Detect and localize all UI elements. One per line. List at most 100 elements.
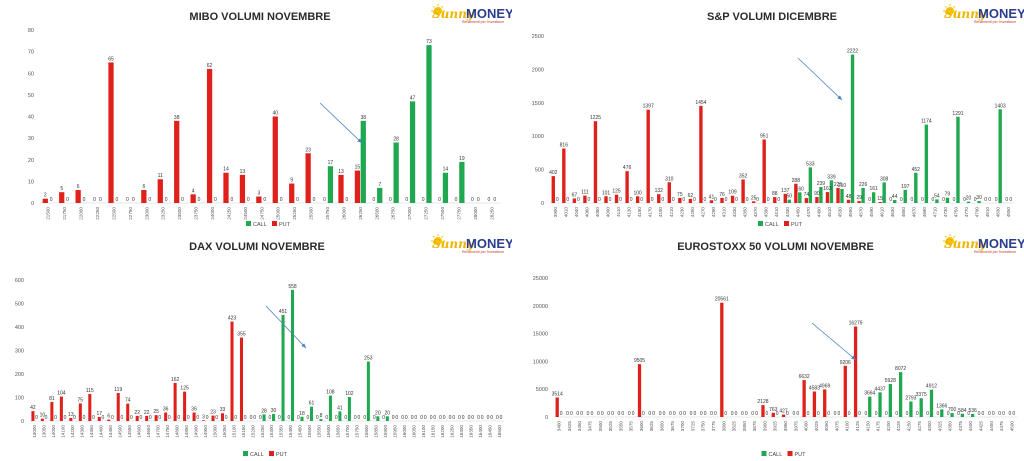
put-data-label: 0 xyxy=(335,415,338,421)
call-data-label: 0 xyxy=(263,197,266,203)
x-tick-label: 4350 xyxy=(743,207,748,218)
x-tick-label: 14450 xyxy=(108,425,113,438)
call-data-label: 339 xyxy=(827,174,836,180)
x-tick-label: 4125 xyxy=(855,421,860,432)
call-data-label: 0 xyxy=(827,411,830,417)
call-data-label: 0 xyxy=(640,197,643,203)
x-tick-label: 4275 xyxy=(917,421,922,432)
put-bar xyxy=(657,194,661,203)
put-data-label: 0 xyxy=(792,411,795,417)
x-tick-label: 4040 xyxy=(574,207,579,218)
put-bar xyxy=(688,198,693,203)
call-data-label: 0 xyxy=(560,411,563,417)
x-tick-label: 22750 xyxy=(128,207,133,220)
sun-icon xyxy=(943,234,957,248)
call-data-label: 0 xyxy=(630,197,633,203)
x-tick-label: 4810 xyxy=(985,207,990,218)
call-data-label: 20 xyxy=(375,410,381,416)
call-data-label: 18 xyxy=(299,411,305,417)
chart-panel-eurostoxx: EUROSTOXX 50 VOLUMI NOVEMBRE Sunny MONEY Re… xyxy=(512,230,1024,460)
y-tick-label: 2000 xyxy=(532,67,544,73)
call-data-label: 1403 xyxy=(995,103,1006,109)
call-bar xyxy=(360,120,366,203)
call-data-label: 0 xyxy=(982,411,985,417)
sun-disc xyxy=(434,7,442,15)
x-tick-label: 4200 xyxy=(886,421,891,432)
put-data-label: 0 xyxy=(974,197,977,203)
x-tick-label: 4570 xyxy=(859,207,864,218)
call-data-label: 0 xyxy=(682,197,685,203)
call-data-label: 0 xyxy=(632,411,635,417)
call-data-label: 0 xyxy=(177,415,180,421)
put-data-label: 0 xyxy=(1005,197,1008,203)
put-bar xyxy=(154,415,158,421)
put-data-label: 0 xyxy=(607,411,610,417)
arrow-head xyxy=(357,138,362,143)
call-data-label: 0 xyxy=(796,411,799,417)
put-bar xyxy=(846,199,851,203)
put-bar xyxy=(741,179,745,203)
put-bar xyxy=(289,183,295,203)
x-tick-label: 22500 xyxy=(111,207,116,220)
put-data-label: 0 xyxy=(648,411,651,417)
call-data-label: 0 xyxy=(735,411,738,417)
chart-title: MIBO VOLUMI NOVEMBRE xyxy=(189,11,330,23)
x-tick-label: 15400 xyxy=(288,425,293,438)
call-data-label: 0 xyxy=(725,197,728,203)
sun-ray xyxy=(953,14,956,17)
y-tick-label: 5000 xyxy=(536,387,548,393)
call-data-label: 5928 xyxy=(885,378,896,384)
call-bar xyxy=(300,416,304,421)
x-tick-label: 4490 xyxy=(816,207,821,218)
put-data-label: 0 xyxy=(422,197,425,203)
put-data-label: 310 xyxy=(665,176,674,182)
call-data-label: 0 xyxy=(693,197,696,203)
call-data-label: 0 xyxy=(132,197,135,203)
sun-ray xyxy=(432,244,435,247)
put-data-label: 0 xyxy=(900,197,903,203)
put-bar xyxy=(572,198,577,203)
put-data-label: 23 xyxy=(305,147,311,153)
put-data-label: 0 xyxy=(316,415,319,421)
call-bar xyxy=(426,45,432,204)
put-data-label: 0 xyxy=(921,197,924,203)
call-bar xyxy=(998,109,1002,203)
put-bar xyxy=(720,302,724,417)
legend: CALL PUT xyxy=(243,451,288,458)
put-bar xyxy=(135,415,139,421)
legend-call-swatch xyxy=(243,451,248,456)
put-data-label: 1225 xyxy=(590,115,601,121)
put-data-label: 355 xyxy=(237,332,246,338)
x-tick-label: 24750 xyxy=(259,207,264,220)
x-tick-label: 23750 xyxy=(194,207,199,220)
put-data-label: 38 xyxy=(174,115,180,121)
call-data-label: 0 xyxy=(577,197,580,203)
put-data-label: 13 xyxy=(68,412,74,418)
put-data-label: 288 xyxy=(792,178,801,184)
x-tick-label: 3900 xyxy=(762,421,767,432)
call-data-label: 102 xyxy=(345,391,354,397)
call-bar xyxy=(971,414,975,417)
call-data-label: 0 xyxy=(566,197,569,203)
put-data-label: 41 xyxy=(709,194,715,200)
put-data-label: 90 xyxy=(814,191,820,197)
put-data-label: 0 xyxy=(389,197,392,203)
put-bar xyxy=(843,365,847,417)
put-data-label: 1397 xyxy=(643,104,654,110)
x-tick-label: 4770 xyxy=(964,207,969,218)
x-tick-label: 15300 xyxy=(269,425,274,438)
call-data-label: 210 xyxy=(838,183,847,189)
put-bar xyxy=(802,380,806,417)
logo-sunny-text: Sunny xyxy=(944,7,987,21)
put-data-label: 14 xyxy=(223,167,229,173)
legend-put-label: PUT xyxy=(791,222,803,228)
y-tick-label: 0 xyxy=(21,419,24,425)
put-data-label: 17 xyxy=(97,411,103,417)
call-data-label: 0 xyxy=(414,415,417,421)
put-data-label: 0 xyxy=(910,197,913,203)
put-data-label: 0 xyxy=(439,415,442,421)
x-tick-label: 14950 xyxy=(203,425,208,438)
x-tick-label: 4450 xyxy=(795,207,800,218)
put-data-label: 0 xyxy=(323,197,326,203)
put-bar xyxy=(206,68,213,203)
